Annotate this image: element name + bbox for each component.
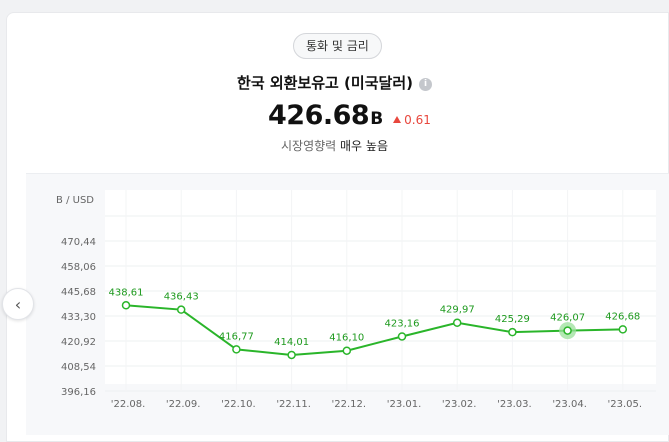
up-triangle-icon xyxy=(393,116,402,123)
y-tick-label: 433,30 xyxy=(61,312,96,323)
x-tick-label: '22.08. xyxy=(111,399,146,410)
x-tick-label: '22.09. xyxy=(166,399,201,410)
y-tick-label: 408,54 xyxy=(61,362,96,373)
y-tick-label: 470,44 xyxy=(61,237,96,248)
change-value: 0.61 xyxy=(404,113,431,127)
x-axis-ticks: '22.08. '22.09. '22.10. '22.11. '22.12. '23.0… xyxy=(111,399,642,410)
x-tick-label: '22.10. xyxy=(221,399,256,410)
y-tick-label: 420,92 xyxy=(61,337,96,348)
x-tick-label: '23.02. xyxy=(442,399,477,410)
x-tick-label: '23.01. xyxy=(387,399,422,410)
data-points xyxy=(121,301,628,360)
data-labels: 438,61 436,43 416,77 414,01 416,10 423,16 429,… xyxy=(109,287,641,348)
y-axis-label: B / USD xyxy=(56,195,94,206)
data-point[interactable] xyxy=(618,325,628,334)
x-tick-label: '22.11. xyxy=(276,399,311,410)
current-value: 426.68 B 0.61 xyxy=(268,100,431,136)
category-chip[interactable]: 통화 및 금리 xyxy=(293,33,382,59)
data-label: 429,97 xyxy=(440,305,475,316)
data-label: 426,68 xyxy=(605,311,640,322)
data-label: 423,16 xyxy=(385,318,420,329)
value-unit: B xyxy=(370,109,384,129)
series-line xyxy=(125,304,623,356)
x-tick-label: '22.12. xyxy=(332,399,367,410)
x-tick-label: '23.04. xyxy=(552,399,587,410)
grid-lines xyxy=(105,190,656,392)
data-point[interactable] xyxy=(342,346,352,355)
data-label: 416,77 xyxy=(219,331,254,342)
data-point[interactable] xyxy=(121,301,131,310)
data-label: 438,61 xyxy=(109,287,144,298)
data-point[interactable] xyxy=(563,326,572,335)
page-title: 한국 외환보유고 (미국달러) i xyxy=(0,72,669,93)
data-point[interactable] xyxy=(176,305,186,314)
y-axis-ticks: 396,16 408,54 420,92 433,30 445,68 458,06 470,… xyxy=(61,237,96,398)
data-label: 425,29 xyxy=(495,314,530,325)
data-point[interactable] xyxy=(508,327,517,337)
x-tick-label: '23.03. xyxy=(497,399,532,410)
data-label: 426,07 xyxy=(550,313,585,324)
plot-area xyxy=(105,190,656,384)
change-badge: 0.61 xyxy=(393,113,431,127)
data-label: 414,01 xyxy=(274,337,309,348)
y-tick-label: 396,16 xyxy=(61,387,96,398)
title-text: 한국 외환보유고 (미국달러) xyxy=(237,74,413,92)
data-label: 436,43 xyxy=(164,292,199,303)
category-label: 통화 및 금리 xyxy=(306,39,369,53)
data-point[interactable] xyxy=(452,318,462,327)
market-influence: 시장영향력 매우 높음 xyxy=(0,137,669,154)
data-label: 416,10 xyxy=(329,333,364,344)
data-point[interactable] xyxy=(232,345,241,354)
y-tick-label: 445,68 xyxy=(61,287,96,298)
data-point[interactable] xyxy=(287,350,296,360)
info-icon[interactable]: i xyxy=(418,78,432,91)
influence-value: 매우 높음 xyxy=(340,139,388,153)
x-tick-label: '23.05. xyxy=(608,399,643,410)
y-tick-label: 458,06 xyxy=(61,262,96,273)
prev-chart-button[interactable]: ‹ xyxy=(2,288,34,320)
data-point[interactable] xyxy=(397,332,407,341)
influence-label: 시장영향력 xyxy=(280,139,337,153)
value-number: 426.68 xyxy=(268,100,370,131)
chevron-left-icon: ‹ xyxy=(14,294,22,314)
